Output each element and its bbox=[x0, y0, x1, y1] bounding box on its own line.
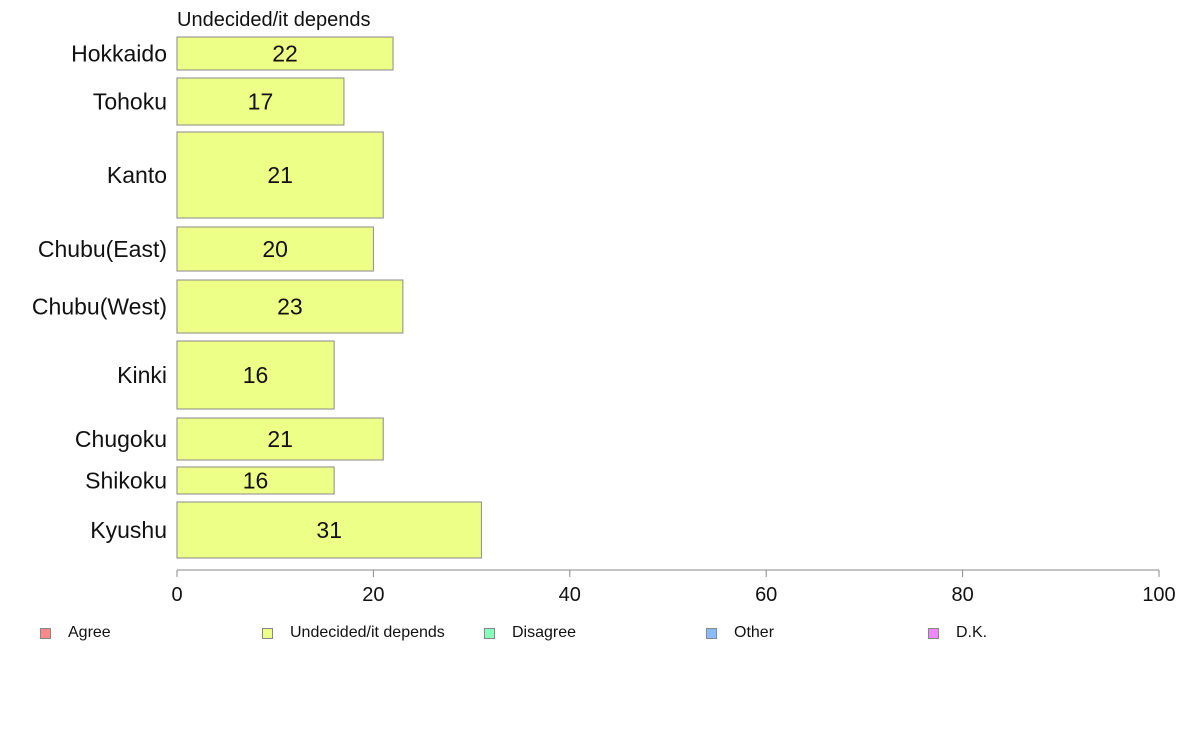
x-tick-label: 20 bbox=[362, 584, 384, 606]
x-tick-label: 60 bbox=[755, 584, 777, 606]
legend-label-undecided: Undecided/it depends bbox=[290, 624, 445, 641]
legend-item-undecided: Undecided/it depends bbox=[262, 624, 445, 642]
legend-label-agree: Agree bbox=[68, 624, 111, 641]
x-tick-label: 40 bbox=[559, 584, 581, 606]
bar-value-label: 20 bbox=[262, 236, 288, 262]
bar-kanto bbox=[176, 131, 384, 219]
legend-swatch-dk bbox=[928, 627, 939, 639]
legend-label-other: Other bbox=[734, 624, 775, 641]
category-label-hokkaido: Hokkaido bbox=[71, 41, 167, 67]
x-tick-label: 80 bbox=[951, 584, 973, 606]
legend-label-disagree: Disagree bbox=[512, 624, 577, 641]
category-label-chugoku: Chugoku bbox=[75, 426, 167, 452]
bar-value-label: 17 bbox=[248, 89, 274, 115]
bar-value-label: 16 bbox=[243, 362, 269, 388]
category-label-chubu-west: Chubu(West) bbox=[32, 294, 167, 320]
category-label-kyushu: Kyushu bbox=[90, 517, 167, 543]
legend-swatch-agree bbox=[40, 627, 51, 639]
legend: Agree Undecided/it depends Disagree Othe… bbox=[0, 624, 1188, 644]
bar-value-label: 16 bbox=[243, 468, 269, 494]
x-tick-label: 0 bbox=[171, 584, 182, 606]
legend-label-dk: D.K. bbox=[956, 624, 988, 641]
bar-value-label: 31 bbox=[316, 517, 342, 543]
bar-value-label: 21 bbox=[267, 426, 293, 452]
legend-swatch-disagree bbox=[484, 627, 495, 639]
legend-item-dk: D.K. bbox=[928, 624, 987, 642]
bar-shikoku bbox=[176, 466, 335, 495]
legend-swatch-other bbox=[706, 627, 717, 639]
bar-tohoku bbox=[176, 77, 345, 126]
category-label-kinki: Kinki bbox=[117, 362, 167, 388]
legend-item-agree: Agree bbox=[40, 624, 111, 642]
bar-chubu-east bbox=[176, 226, 374, 272]
bar-chubu-west bbox=[176, 279, 404, 334]
chart-title: Undecided/it depends bbox=[177, 9, 370, 31]
bar-chugoku bbox=[176, 417, 384, 461]
bar-kinki bbox=[176, 340, 335, 410]
category-label-tohoku: Tohoku bbox=[93, 89, 167, 115]
x-tick-label: 100 bbox=[1142, 584, 1175, 606]
bar-hokkaido bbox=[176, 36, 394, 71]
bar-value-label: 23 bbox=[277, 294, 303, 320]
legend-item-other: Other bbox=[706, 624, 774, 642]
category-label-shikoku: Shikoku bbox=[85, 468, 167, 494]
legend-item-disagree: Disagree bbox=[484, 624, 576, 642]
bar-value-label: 22 bbox=[272, 41, 298, 67]
bar-kyushu bbox=[176, 501, 482, 559]
category-label-kanto: Kanto bbox=[107, 162, 167, 188]
bar-value-label: 21 bbox=[267, 162, 293, 188]
category-label-chubu-east: Chubu(East) bbox=[38, 236, 167, 262]
legend-swatch-undecided bbox=[262, 627, 273, 639]
